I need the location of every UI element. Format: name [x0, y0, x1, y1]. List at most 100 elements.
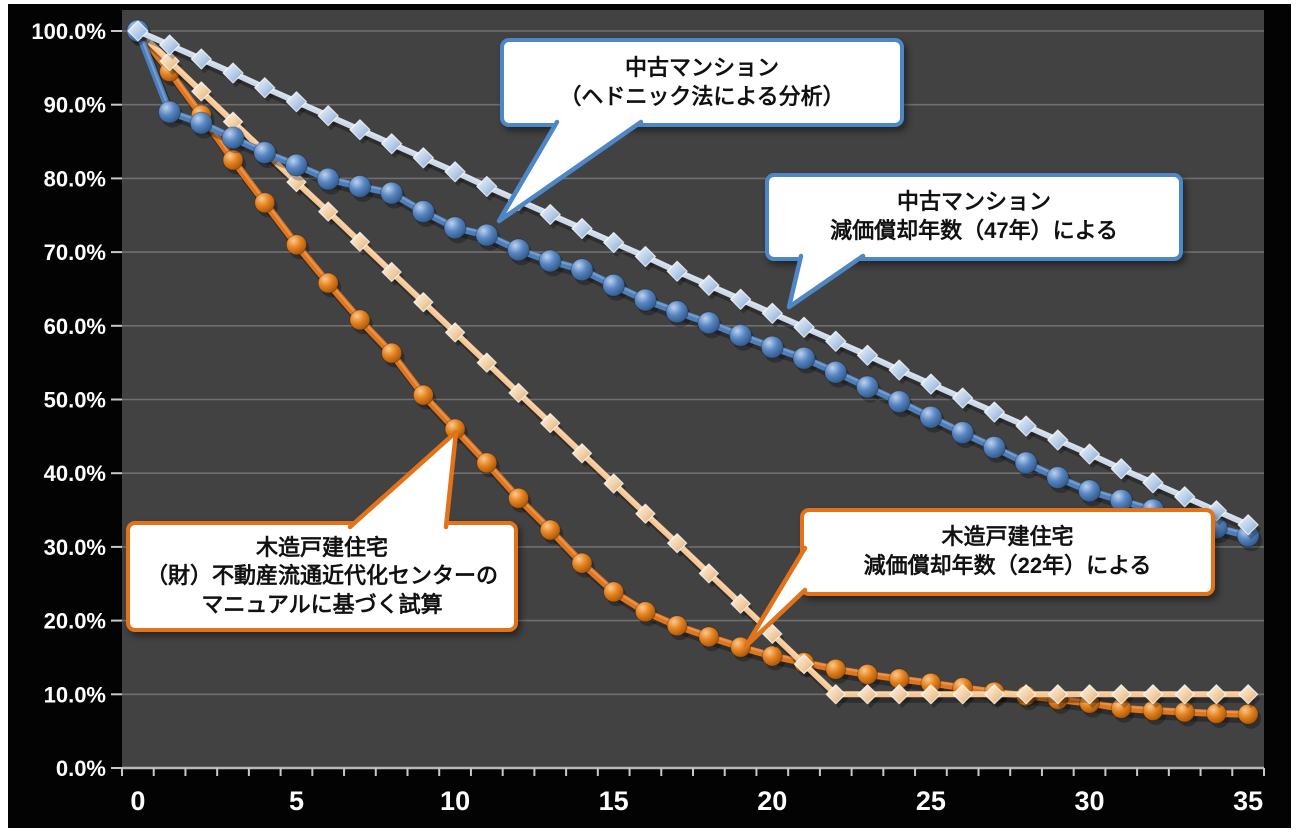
data-point-mansion-dep47: [222, 62, 244, 84]
data-point-wood-dep22: [857, 684, 878, 705]
data-point-mansion-dep47: [412, 147, 434, 169]
callout-text-line: マニュアルに基づく試算: [201, 591, 443, 617]
y-axis-labels: 0.0% 10.0% 20.0% 30.0% 40.0% 50.0% 60.0% 70.0% 8…: [31, 19, 106, 781]
callout-text-line: 木造戸建住宅: [941, 524, 1074, 550]
data-point-wood-dep22: [444, 322, 466, 343]
data-point-mansion-hedonic: [1014, 451, 1038, 475]
data-point-wood-manual: [1237, 703, 1259, 725]
data-point-mansion-dep47: [698, 274, 720, 296]
data-point-mansion-dep47: [285, 91, 308, 113]
data-point-wood-manual: [476, 452, 498, 474]
data-point-wood-dep22: [540, 412, 561, 434]
data-point-wood-manual: [603, 581, 625, 603]
data-point-mansion-hedonic: [158, 100, 182, 124]
data-point-wood-dep22: [793, 653, 815, 675]
data-point-mansion-hedonic: [760, 335, 784, 359]
x-tick-label: 30: [1075, 786, 1105, 816]
data-point-mansion-dep47: [158, 34, 181, 56]
data-point-wood-dep22: [635, 503, 656, 524]
y-tick-label: 60.0%: [44, 314, 106, 339]
callout-text-line: 木造戸建住宅: [255, 534, 388, 560]
data-point-mansion-hedonic: [697, 311, 721, 335]
callout-mansion-hedonic: 中古マンション （ヘドニック法による分析）: [500, 38, 904, 127]
callout-text-line: （財）不動産流通近代化センターの: [145, 563, 498, 589]
data-point-mansion-hedonic: [919, 405, 943, 429]
data-point-mansion-hedonic: [951, 421, 975, 445]
x-tick-label: 0: [130, 786, 145, 816]
series-wood-dep22: [127, 20, 1261, 709]
data-point-wood-manual: [254, 192, 276, 214]
data-point-wood-manual: [825, 658, 847, 680]
data-point-mansion-dep47: [1015, 415, 1037, 437]
data-point-mansion-hedonic: [507, 238, 531, 262]
x-tick-label: 10: [440, 786, 470, 816]
x-tick-label: 20: [757, 786, 787, 816]
data-point-mansion-hedonic: [982, 435, 1006, 459]
data-point-mansion-dep47: [793, 316, 815, 338]
data-point-wood-manual: [317, 272, 339, 294]
callout-text-line: 中古マンション: [896, 189, 1051, 215]
data-point-mansion-hedonic: [633, 288, 657, 312]
data-point-wood-dep22: [952, 684, 973, 705]
x-tick-label: 25: [916, 786, 946, 816]
data-point-mansion-dep47: [825, 330, 847, 352]
data-point-mansion-dep47: [920, 373, 942, 395]
data-point-wood-manual: [856, 663, 878, 685]
data-point-mansion-hedonic: [1078, 479, 1102, 503]
data-point-wood-dep22: [667, 533, 688, 554]
data-point-wood-manual: [634, 601, 656, 623]
data-point-wood-dep22: [1047, 684, 1068, 705]
x-axis: 0 5 10 15 20 25 30 35: [121, 766, 1265, 816]
data-point-mansion-hedonic: [284, 153, 308, 177]
data-point-mansion-dep47: [381, 133, 403, 155]
data-point-wood-manual: [571, 552, 593, 574]
y-tick-label: 70.0%: [44, 240, 106, 265]
data-point-mansion-hedonic: [316, 167, 340, 191]
y-tick-label: 100.0%: [31, 19, 106, 44]
y-tick-label: 90.0%: [44, 93, 106, 118]
data-point-mansion-hedonic: [887, 390, 911, 414]
data-point-wood-dep22: [698, 563, 719, 584]
data-point-wood-dep22: [476, 352, 497, 373]
data-point-mansion-dep47: [666, 260, 688, 282]
series-wood-manual: [127, 20, 1262, 729]
data-point-wood-manual: [539, 519, 561, 541]
data-point-wood-dep22: [889, 684, 910, 705]
data-point-mansion-dep47: [603, 231, 625, 254]
data-point-wood-manual: [730, 636, 752, 658]
data-point-mansion-hedonic: [411, 200, 435, 224]
data-point-wood-manual: [698, 626, 720, 648]
data-point-wood-dep22: [413, 292, 434, 313]
y-tick-label: 30.0%: [44, 535, 106, 560]
data-point-wood-manual: [508, 487, 530, 509]
data-point-mansion-dep47: [856, 344, 879, 366]
callout-text-line: （ヘドニック法による分析）: [559, 83, 845, 109]
data-point-mansion-dep47: [444, 161, 466, 183]
data-point-mansion-hedonic: [792, 346, 816, 370]
data-point-mansion-dep47: [761, 302, 783, 324]
data-point-mansion-hedonic: [570, 258, 594, 282]
data-point-wood-dep22: [349, 231, 371, 252]
data-point-wood-manual: [381, 342, 403, 364]
data-point-mansion-dep47: [634, 245, 657, 268]
data-point-mansion-dep47: [888, 359, 910, 381]
data-point-wood-manual: [222, 149, 244, 171]
data-point-mansion-dep47: [190, 48, 212, 70]
data-point-wood-dep22: [381, 261, 402, 283]
y-tick-label: 20.0%: [44, 609, 106, 634]
series-mansion-hedonic: [126, 19, 1263, 552]
data-point-wood-dep22: [191, 81, 212, 102]
data-point-wood-dep22: [286, 171, 307, 193]
data-point-wood-dep22: [1142, 684, 1164, 705]
data-point-wood-dep22: [603, 473, 624, 494]
data-point-mansion-dep47: [127, 20, 149, 42]
data-point-wood-dep22: [1111, 684, 1132, 705]
data-point-wood-dep22: [1015, 684, 1037, 705]
data-point-wood-manual: [666, 615, 688, 637]
data-point-mansion-dep47: [1237, 514, 1259, 536]
data-point-wood-dep22: [1174, 684, 1195, 705]
callout-text-line: 減価償却年数（47年）による: [830, 218, 1118, 243]
data-point-mansion-dep47: [476, 175, 498, 198]
data-point-wood-manual: [761, 645, 783, 667]
